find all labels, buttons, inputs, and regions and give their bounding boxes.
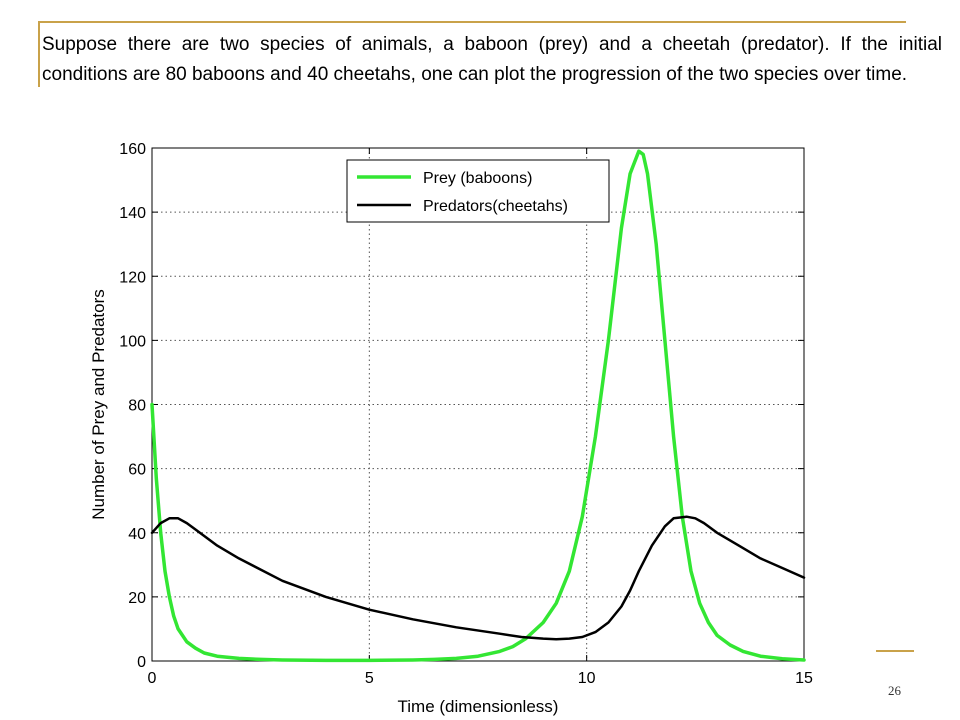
y-tick-label: 160 [119, 141, 146, 158]
y-axis-title: Number of Prey and Predators [89, 289, 108, 520]
x-tick-label: 15 [795, 670, 813, 687]
page-number: 26 [888, 683, 901, 698]
legend-box [346, 159, 610, 223]
x-tick-label: 0 [148, 670, 157, 687]
y-tick-label: 80 [128, 398, 146, 415]
y-tick-label: 140 [119, 205, 146, 222]
y-tick-label: 20 [128, 590, 146, 607]
bottom-accent-line [876, 650, 914, 652]
y-tick-label: 100 [119, 333, 146, 350]
prey-series-line [150, 149, 806, 663]
x-tick-label: 10 [578, 670, 596, 687]
x-axis-title: Time (dimensionless) [398, 697, 559, 716]
top-accent-line [38, 21, 906, 23]
y-tick-label: 120 [119, 269, 146, 286]
predator-series-line [150, 515, 806, 641]
x-tick-label: 5 [365, 670, 374, 687]
legend-label: Predators(cheetahs) [423, 198, 568, 215]
slide-text: Suppose there are two species of animals… [42, 34, 942, 85]
y-tick-label: 0 [137, 654, 146, 671]
legend-label: Prey (baboons) [423, 170, 532, 187]
y-tick-label: 40 [128, 526, 146, 543]
y-tick-label: 60 [128, 462, 146, 479]
left-accent-line [38, 21, 40, 87]
